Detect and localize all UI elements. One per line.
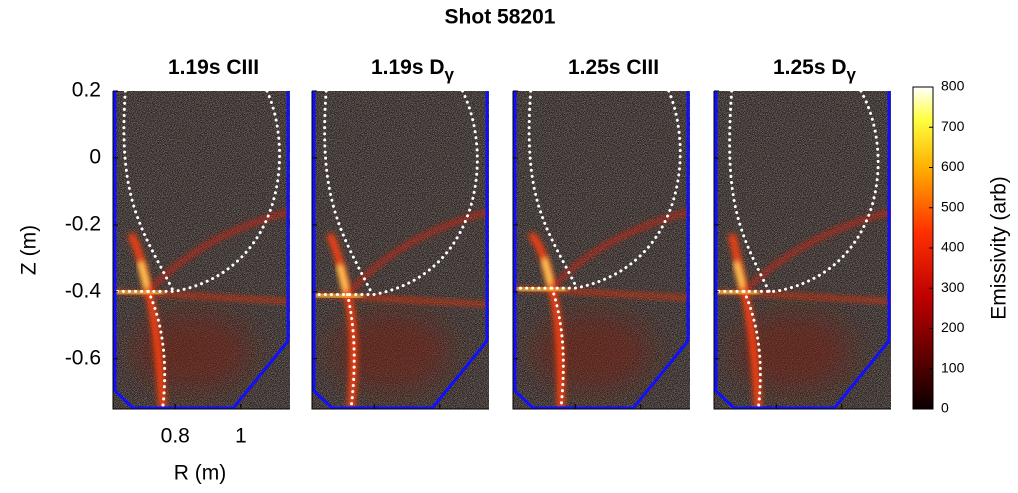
y-tick-label: -0.4 — [65, 279, 102, 302]
haze — [733, 311, 854, 392]
panel-title: 1.19s CIII — [168, 56, 259, 79]
vessel-wall — [714, 91, 891, 409]
vessel-wall — [312, 91, 489, 409]
axes-frame — [112, 91, 290, 410]
panel: 0.8 1 -0.6 -0.4 -0.2 0 0.2 1.19s CIII — [65, 56, 290, 448]
separatrix-outer — [714, 91, 880, 293]
figure-title: Shot 58201 — [445, 6, 556, 29]
axes-frame — [311, 91, 489, 410]
x-axis-label: R (m) — [174, 462, 226, 485]
colorbar-tick-label: 300 — [941, 279, 965, 295]
colorbar-tick-label: 800 — [941, 78, 965, 94]
separatrix-leg — [550, 286, 565, 409]
panel-title-text: 1.25s D — [773, 56, 847, 79]
panel-title-text: 1.19s D — [371, 56, 445, 79]
y-tick-label: 0.2 — [72, 79, 101, 102]
haze — [331, 311, 452, 392]
separatrix-leg — [742, 289, 762, 409]
emission-image — [312, 91, 489, 409]
x-tick-label: 0.8 — [161, 425, 190, 448]
glow-core — [541, 257, 555, 289]
panel: 1.25s Dγ — [713, 56, 891, 410]
separatrix-outer — [113, 91, 282, 293]
colorbar-tick-label: 200 — [941, 319, 965, 335]
colorbar-tick-label: 600 — [941, 158, 965, 174]
separatrix-inner — [728, 91, 771, 293]
separatrix-outer — [312, 91, 479, 297]
separatrix-inner — [323, 91, 374, 297]
haze — [132, 311, 253, 392]
panel: 1.25s CIII — [512, 56, 690, 410]
y-tick-label: -0.2 — [65, 212, 101, 235]
colorbar-tick-label: 100 — [941, 359, 965, 375]
colorbar-tick-label: 500 — [941, 198, 965, 214]
panel: 1.19s Dγ — [311, 56, 489, 410]
glow-core — [336, 263, 351, 296]
haze — [532, 311, 653, 392]
y-tick-label: -0.6 — [65, 346, 101, 369]
separatrix-leg — [146, 289, 167, 409]
colorbar-label: Emissivity (arb) — [988, 176, 1011, 320]
colorbar-tick-label: 700 — [941, 118, 965, 134]
separatrix-outer — [513, 91, 682, 290]
y-tick-label: 0 — [89, 145, 101, 168]
axes-frame — [512, 91, 690, 410]
glow-core — [733, 260, 747, 293]
panel-title: 1.19s Dγ — [371, 56, 455, 85]
colorbar-tick-label: 0 — [941, 400, 949, 416]
emission-image — [714, 91, 891, 409]
y-axis-label: Z (m) — [18, 225, 41, 275]
colorbar-tick-label: 400 — [941, 239, 965, 255]
glow-outer — [345, 209, 489, 296]
emission-image — [113, 91, 290, 409]
glow-core — [137, 260, 152, 293]
vessel-wall — [513, 91, 690, 409]
glow-outer — [742, 209, 891, 293]
separatrix-inner — [527, 91, 579, 290]
panel-title-text: 1.25s CIII — [568, 56, 659, 79]
separatrix-leg — [345, 293, 356, 409]
x-tick-label: 1 — [235, 425, 247, 448]
emission-image — [513, 91, 690, 409]
glow-outer — [550, 209, 690, 290]
axes-frame — [713, 91, 891, 410]
panel-title-text: 1.19s CIII — [168, 56, 259, 79]
panel-title-subscript: γ — [445, 65, 455, 84]
glow-hot — [513, 285, 568, 293]
panel-title: 1.25s CIII — [568, 56, 659, 79]
vessel-wall — [113, 91, 290, 409]
separatrix-inner — [122, 91, 175, 293]
glow-outer — [146, 209, 290, 293]
panel-title: 1.25s Dγ — [773, 56, 857, 85]
panel-title-subscript: γ — [847, 65, 857, 84]
glow-hot — [113, 288, 164, 296]
